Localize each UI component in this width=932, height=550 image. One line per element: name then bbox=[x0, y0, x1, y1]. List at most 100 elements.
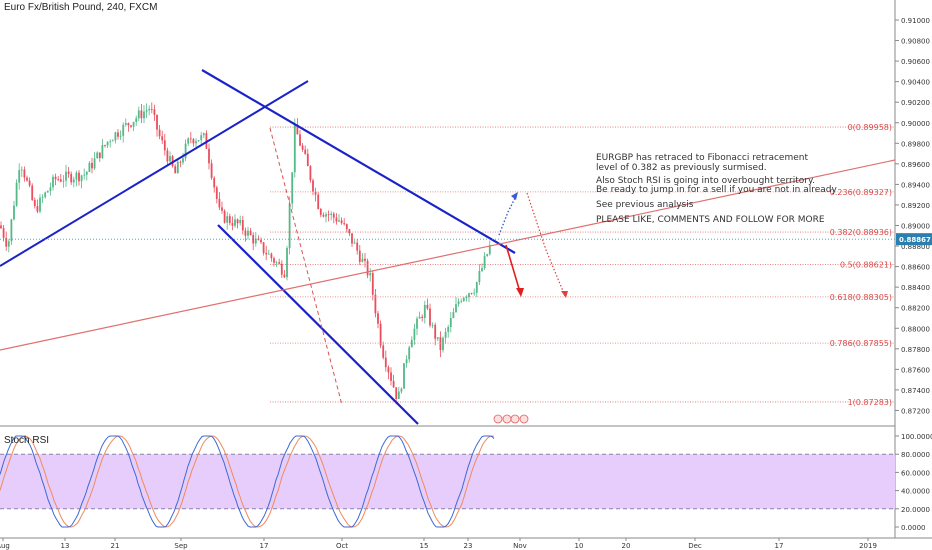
candle-body bbox=[478, 270, 481, 283]
candle-body bbox=[364, 258, 366, 261]
candle-body bbox=[387, 367, 390, 373]
price-tick-label: 0.88600 bbox=[901, 264, 930, 272]
price-tick-label: 0.87200 bbox=[901, 407, 930, 415]
time-tick-label: Dec bbox=[688, 542, 702, 550]
candle-body bbox=[429, 308, 431, 326]
price-tick-label: 0.89000 bbox=[901, 223, 930, 231]
candle-body bbox=[340, 220, 343, 224]
price-tick-label: 0.87800 bbox=[901, 346, 930, 354]
candle-body bbox=[241, 220, 244, 231]
candle-body bbox=[111, 140, 114, 142]
long-trendline bbox=[0, 159, 896, 351]
candle-body bbox=[65, 171, 67, 181]
price-tick-label: 0.87400 bbox=[901, 387, 930, 395]
candle-body bbox=[161, 136, 164, 141]
candle-body bbox=[377, 313, 379, 324]
candle-body bbox=[304, 149, 307, 154]
time-tick-label: 10 bbox=[575, 542, 584, 550]
event-marker bbox=[493, 414, 503, 424]
candle-body bbox=[7, 241, 10, 247]
candle-body bbox=[468, 293, 470, 298]
trend-drawings bbox=[0, 69, 896, 425]
candle-body bbox=[317, 194, 320, 209]
candle-body bbox=[187, 138, 190, 144]
candle-body bbox=[436, 337, 439, 339]
event-marker bbox=[510, 414, 520, 424]
candle-body bbox=[455, 304, 457, 313]
channel-lower-line bbox=[217, 224, 419, 425]
candle-body bbox=[348, 229, 351, 234]
candle-body bbox=[330, 213, 333, 215]
time-tick-label: Aug bbox=[0, 542, 10, 550]
candle-body bbox=[343, 223, 346, 225]
annotation-line-6: PLEASE LIKE, COMMENTS AND FOLLOW FOR MOR… bbox=[596, 215, 825, 225]
candle-body bbox=[252, 235, 255, 244]
candle-body bbox=[135, 118, 138, 122]
candle-body bbox=[228, 216, 231, 224]
projection-up-arrowhead bbox=[511, 192, 518, 200]
candle-body bbox=[83, 174, 86, 176]
candle-body bbox=[392, 380, 395, 388]
fib-label: 1(0.87283) bbox=[848, 398, 892, 407]
stoch-rsi-label: Stoch RSI bbox=[4, 435, 50, 446]
candle-body bbox=[184, 143, 187, 159]
time-tick-label: 21 bbox=[111, 542, 120, 550]
candle-body bbox=[431, 324, 434, 326]
candle-body bbox=[449, 317, 452, 327]
ascending-trendline bbox=[0, 80, 309, 267]
projection-down-dotted bbox=[526, 192, 566, 297]
candle-body bbox=[145, 110, 148, 112]
candle-body bbox=[5, 237, 8, 247]
time-tick-label: 17 bbox=[260, 542, 269, 550]
candle-body bbox=[171, 156, 174, 167]
candle-body bbox=[371, 273, 374, 295]
candle-body bbox=[119, 135, 122, 137]
candle-body bbox=[130, 125, 132, 127]
candle-body bbox=[156, 114, 158, 130]
candle-body bbox=[15, 182, 18, 206]
projection-down-arrowhead bbox=[561, 291, 568, 298]
candle-body bbox=[481, 268, 483, 271]
price-tick-label: 0.88000 bbox=[901, 325, 930, 333]
candle-body bbox=[306, 153, 309, 167]
candle-body bbox=[70, 173, 73, 183]
price-tick-label: 0.89400 bbox=[901, 181, 930, 189]
candle-body bbox=[57, 179, 60, 181]
candle-body bbox=[62, 180, 65, 182]
candle-body bbox=[293, 124, 296, 173]
candle-body bbox=[13, 205, 15, 220]
candle-body bbox=[54, 176, 57, 180]
candle-body bbox=[416, 318, 418, 329]
candle-body bbox=[275, 262, 278, 264]
price-tick-label: 0.90600 bbox=[901, 58, 930, 66]
annotation-line-5: See previous analysis bbox=[596, 200, 694, 210]
candle-body bbox=[296, 124, 299, 135]
candle-body bbox=[231, 223, 234, 226]
stoch-tick-label: 60.0000 bbox=[901, 469, 930, 477]
candle-body bbox=[327, 214, 330, 216]
candle-body bbox=[286, 248, 288, 278]
time-tick-label: Nov bbox=[513, 542, 527, 550]
candle-body bbox=[104, 145, 106, 146]
candle-body bbox=[166, 150, 169, 162]
candle-body bbox=[280, 263, 283, 275]
channel-upper-line bbox=[201, 69, 516, 254]
candle-body bbox=[10, 219, 13, 242]
candle-body bbox=[150, 108, 153, 110]
candle-body bbox=[109, 141, 112, 143]
time-tick-label: 23 bbox=[464, 542, 473, 550]
annotation-line-4: Be ready to jump in for a sell if you ar… bbox=[596, 185, 837, 195]
candle-body bbox=[163, 140, 166, 151]
stoch-tick-label: 100.0000 bbox=[901, 433, 932, 441]
candle-body bbox=[31, 185, 34, 200]
price-tick-label: 0.89800 bbox=[901, 140, 930, 148]
candle-body bbox=[299, 134, 301, 146]
projection-up-dotted bbox=[498, 195, 517, 236]
stoch-tick-label: 40.0000 bbox=[901, 488, 930, 496]
candle-body bbox=[236, 219, 239, 224]
candle-body bbox=[213, 177, 216, 188]
candle-body bbox=[137, 110, 140, 119]
stoch-tick-label: 80.0000 bbox=[901, 451, 930, 459]
candle-body bbox=[78, 172, 80, 182]
